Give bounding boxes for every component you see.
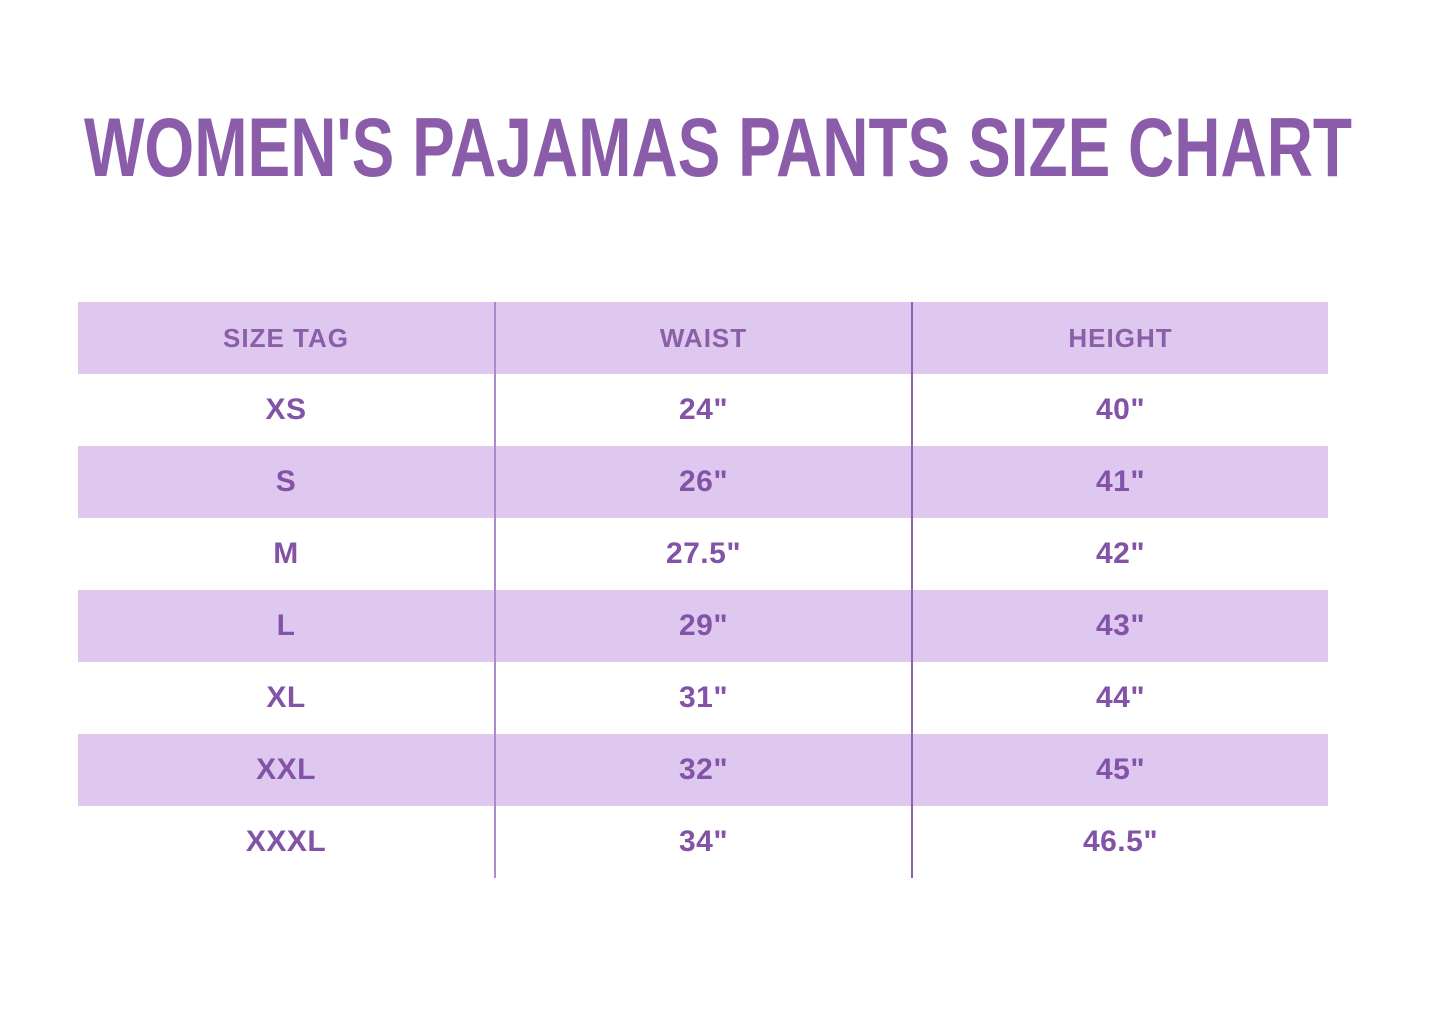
size-tag-value: L [276, 609, 296, 642]
table-row-m: M 27.5" 42" [78, 518, 1328, 590]
waist-value: 34" [494, 806, 911, 878]
size-tag-value: XL [266, 681, 306, 714]
waist-value: 29" [494, 590, 911, 662]
size-tag-value: XS [265, 393, 307, 426]
waist-value: 27.5" [494, 518, 911, 590]
waist-value: 31" [494, 662, 911, 734]
height-value: 43" [911, 590, 1328, 662]
column-header-size-tag: SIZE TAG [223, 322, 349, 353]
size-tag-value: S [275, 465, 297, 498]
table-row-xxl: XXL 32" 45" [78, 734, 1328, 806]
waist-value: 26" [494, 446, 911, 518]
table-row-xs: XS 24" 40" [78, 374, 1328, 446]
table-row-s: S 26" 41" [78, 446, 1328, 518]
waist-value: 32" [494, 734, 911, 806]
height-value: 44" [911, 662, 1328, 734]
size-tag-value: XXL [256, 753, 316, 786]
table-header-row: SIZE TAG WAIST HEIGHT [78, 302, 1328, 374]
column-header-waist: WAIST [494, 302, 911, 374]
height-value: 41" [911, 446, 1328, 518]
waist-value: 24" [494, 374, 911, 446]
size-chart-table: SIZE TAG WAIST HEIGHT XS 24" 40" S 26" 4… [78, 302, 1328, 878]
size-tag-value: XXXL [245, 825, 327, 858]
table-row-l: L 29" 43" [78, 590, 1328, 662]
table-row-xl: XL 31" 44" [78, 662, 1328, 734]
height-value: 40" [911, 374, 1328, 446]
size-tag-value: M [273, 537, 299, 570]
page-title: WOMEN'S PAJAMAS PANTS SIZE CHART [84, 100, 1352, 195]
table-row-xxxl: XXXL 34" 46.5" [78, 806, 1328, 878]
height-value: 42" [911, 518, 1328, 590]
height-value: 46.5" [911, 806, 1328, 878]
column-header-height: HEIGHT [911, 302, 1328, 374]
height-value: 45" [911, 734, 1328, 806]
